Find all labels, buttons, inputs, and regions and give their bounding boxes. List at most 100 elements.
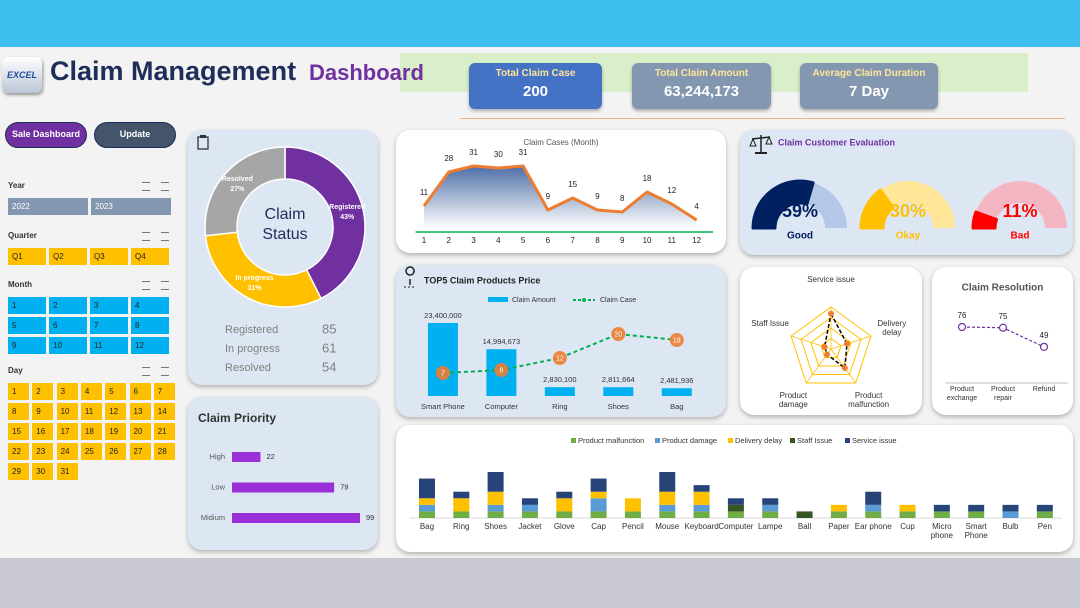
slicer-item[interactable]: 10: [49, 337, 87, 354]
axis-label-box: Service issue: [807, 275, 855, 284]
marker: [998, 323, 1008, 332]
nav-button[interactable]: Sale Dashboard: [5, 122, 87, 148]
y-tick-label: Midium: [201, 513, 225, 522]
line-chart: Claim Resolution 76 75 49 Product exchange Pr…: [945, 283, 1069, 402]
data-label: 49: [1040, 331, 1049, 340]
slicer-item[interactable]: 14: [153, 403, 175, 420]
slicer-item[interactable]: 5: [8, 317, 46, 334]
slicer-item[interactable]: 26: [105, 443, 127, 460]
slicer-item[interactable]: 27: [129, 443, 151, 460]
slicer-item[interactable]: 24: [56, 443, 78, 460]
slicer-item[interactable]: 2: [49, 297, 87, 314]
slicer-item[interactable]: 20: [129, 423, 151, 440]
bar-segment: [933, 504, 950, 512]
slicer-item[interactable]: 16: [32, 423, 54, 440]
slicer-item[interactable]: 25: [80, 443, 102, 460]
slicer-item[interactable]: 5: [105, 383, 127, 400]
slicer-item[interactable]: 9: [32, 403, 54, 420]
bar: [427, 323, 458, 396]
data-label: 11: [420, 188, 429, 197]
slicer-icon[interactable]: [161, 232, 169, 241]
marker: [494, 363, 509, 377]
slicer-item[interactable]: 1: [8, 383, 29, 400]
slicer-item[interactable]: 22: [8, 443, 29, 460]
slicer-item[interactable]: 11: [80, 403, 102, 420]
pin-icon: [405, 266, 415, 285]
slicer-item[interactable]: 8: [131, 317, 169, 334]
slicer-icon[interactable]: [161, 182, 169, 191]
slicer-item[interactable]: 6: [49, 317, 87, 334]
slicer-item[interactable]: 7: [90, 317, 128, 334]
x-tick-label: Shoes: [608, 402, 630, 411]
radar-ring: [800, 316, 862, 375]
slicer-item[interactable]: 28: [153, 443, 175, 460]
slicer-icon[interactable]: [142, 281, 150, 290]
legend-label: Product damage: [662, 436, 717, 445]
slicer-item[interactable]: 21: [153, 423, 175, 440]
slicer-item[interactable]: 19: [105, 423, 127, 440]
bar-segment: [453, 498, 470, 512]
slicer-item[interactable]: 12: [105, 403, 127, 420]
axis-label: Service issue: [807, 275, 855, 284]
gauge-label: 59%: [782, 201, 818, 221]
slicer-item[interactable]: 4: [131, 297, 169, 314]
kpi-label: Total Claim Case: [495, 68, 576, 79]
data-label: 9: [546, 192, 551, 201]
slicer-item[interactable]: Q3: [90, 248, 128, 265]
slicer-item[interactable]: 17: [56, 423, 78, 440]
x-tick-label-box: Micro phone: [931, 522, 953, 540]
slicer-item[interactable]: 4: [80, 383, 102, 400]
slicer-item[interactable]: 2: [32, 383, 54, 400]
slicer-item[interactable]: 9: [8, 337, 46, 354]
slicer-item[interactable]: 1: [8, 297, 46, 314]
slicer-item[interactable]: 3: [90, 297, 128, 314]
slicer-item[interactable]: 10: [56, 403, 78, 420]
slicer-item[interactable]: 23: [32, 443, 54, 460]
slicer-item[interactable]: Q2: [49, 248, 87, 265]
x-tick-label-box: Ball: [797, 522, 812, 531]
slicer-item[interactable]: 11: [90, 337, 128, 354]
x-tick-label: Mouse: [655, 522, 680, 531]
slicer-item[interactable]: Q4: [131, 248, 169, 265]
slicer-item[interactable]: 15: [8, 423, 29, 440]
nav-button[interactable]: Update: [94, 122, 176, 148]
radar-spoke: [830, 335, 872, 350]
slicer-item[interactable]: 30: [32, 463, 54, 480]
slicer-item[interactable]: 6: [129, 383, 151, 400]
gauge-value: [751, 179, 815, 230]
slicer-item[interactable]: 18: [80, 423, 102, 440]
slicer-icon[interactable]: [161, 367, 169, 376]
kpi-value: 200: [522, 83, 549, 100]
x-tick-label: Keyboard: [684, 522, 719, 531]
x-tick-label: Ball: [797, 522, 812, 531]
slicer-item[interactable]: 7: [153, 383, 175, 400]
bar-segment: [1002, 511, 1019, 518]
slicer-item[interactable]: 29: [8, 463, 29, 480]
slicer-item[interactable]: 3: [56, 383, 78, 400]
slicer-item[interactable]: 2023: [91, 198, 171, 215]
slicer-item[interactable]: Q1: [8, 248, 46, 265]
slicer-icon[interactable]: [161, 281, 169, 290]
slicer-item[interactable]: 13: [129, 403, 151, 420]
bar-label: 2,481,936: [660, 376, 693, 385]
gauge-label: 30%: [890, 201, 926, 221]
bar-segment: [590, 491, 607, 499]
slicer-icon[interactable]: [142, 182, 150, 191]
slicer-icon[interactable]: [142, 232, 150, 241]
legend-label: Delivery delay: [735, 436, 782, 445]
slicer-item[interactable]: 2022: [8, 198, 88, 215]
marker-label: 7: [441, 370, 445, 377]
bar-segment: [968, 504, 985, 512]
resolution-panel: Claim Resolution 76 75 49 Product exchange Pr…: [932, 267, 1073, 415]
data-label: 31: [469, 148, 478, 157]
bar-segment: [659, 472, 676, 492]
x-tick-label: Cup: [900, 522, 915, 531]
slicer-item[interactable]: 8: [8, 403, 29, 420]
bar-segment: [727, 498, 744, 505]
slicer-icon[interactable]: [142, 367, 150, 376]
marker: [552, 351, 567, 365]
slicer-item[interactable]: 12: [131, 337, 169, 354]
bar-segment: [693, 491, 710, 505]
slicer-item[interactable]: 31: [56, 463, 78, 480]
kpi-value: 63,244,173: [663, 83, 740, 100]
